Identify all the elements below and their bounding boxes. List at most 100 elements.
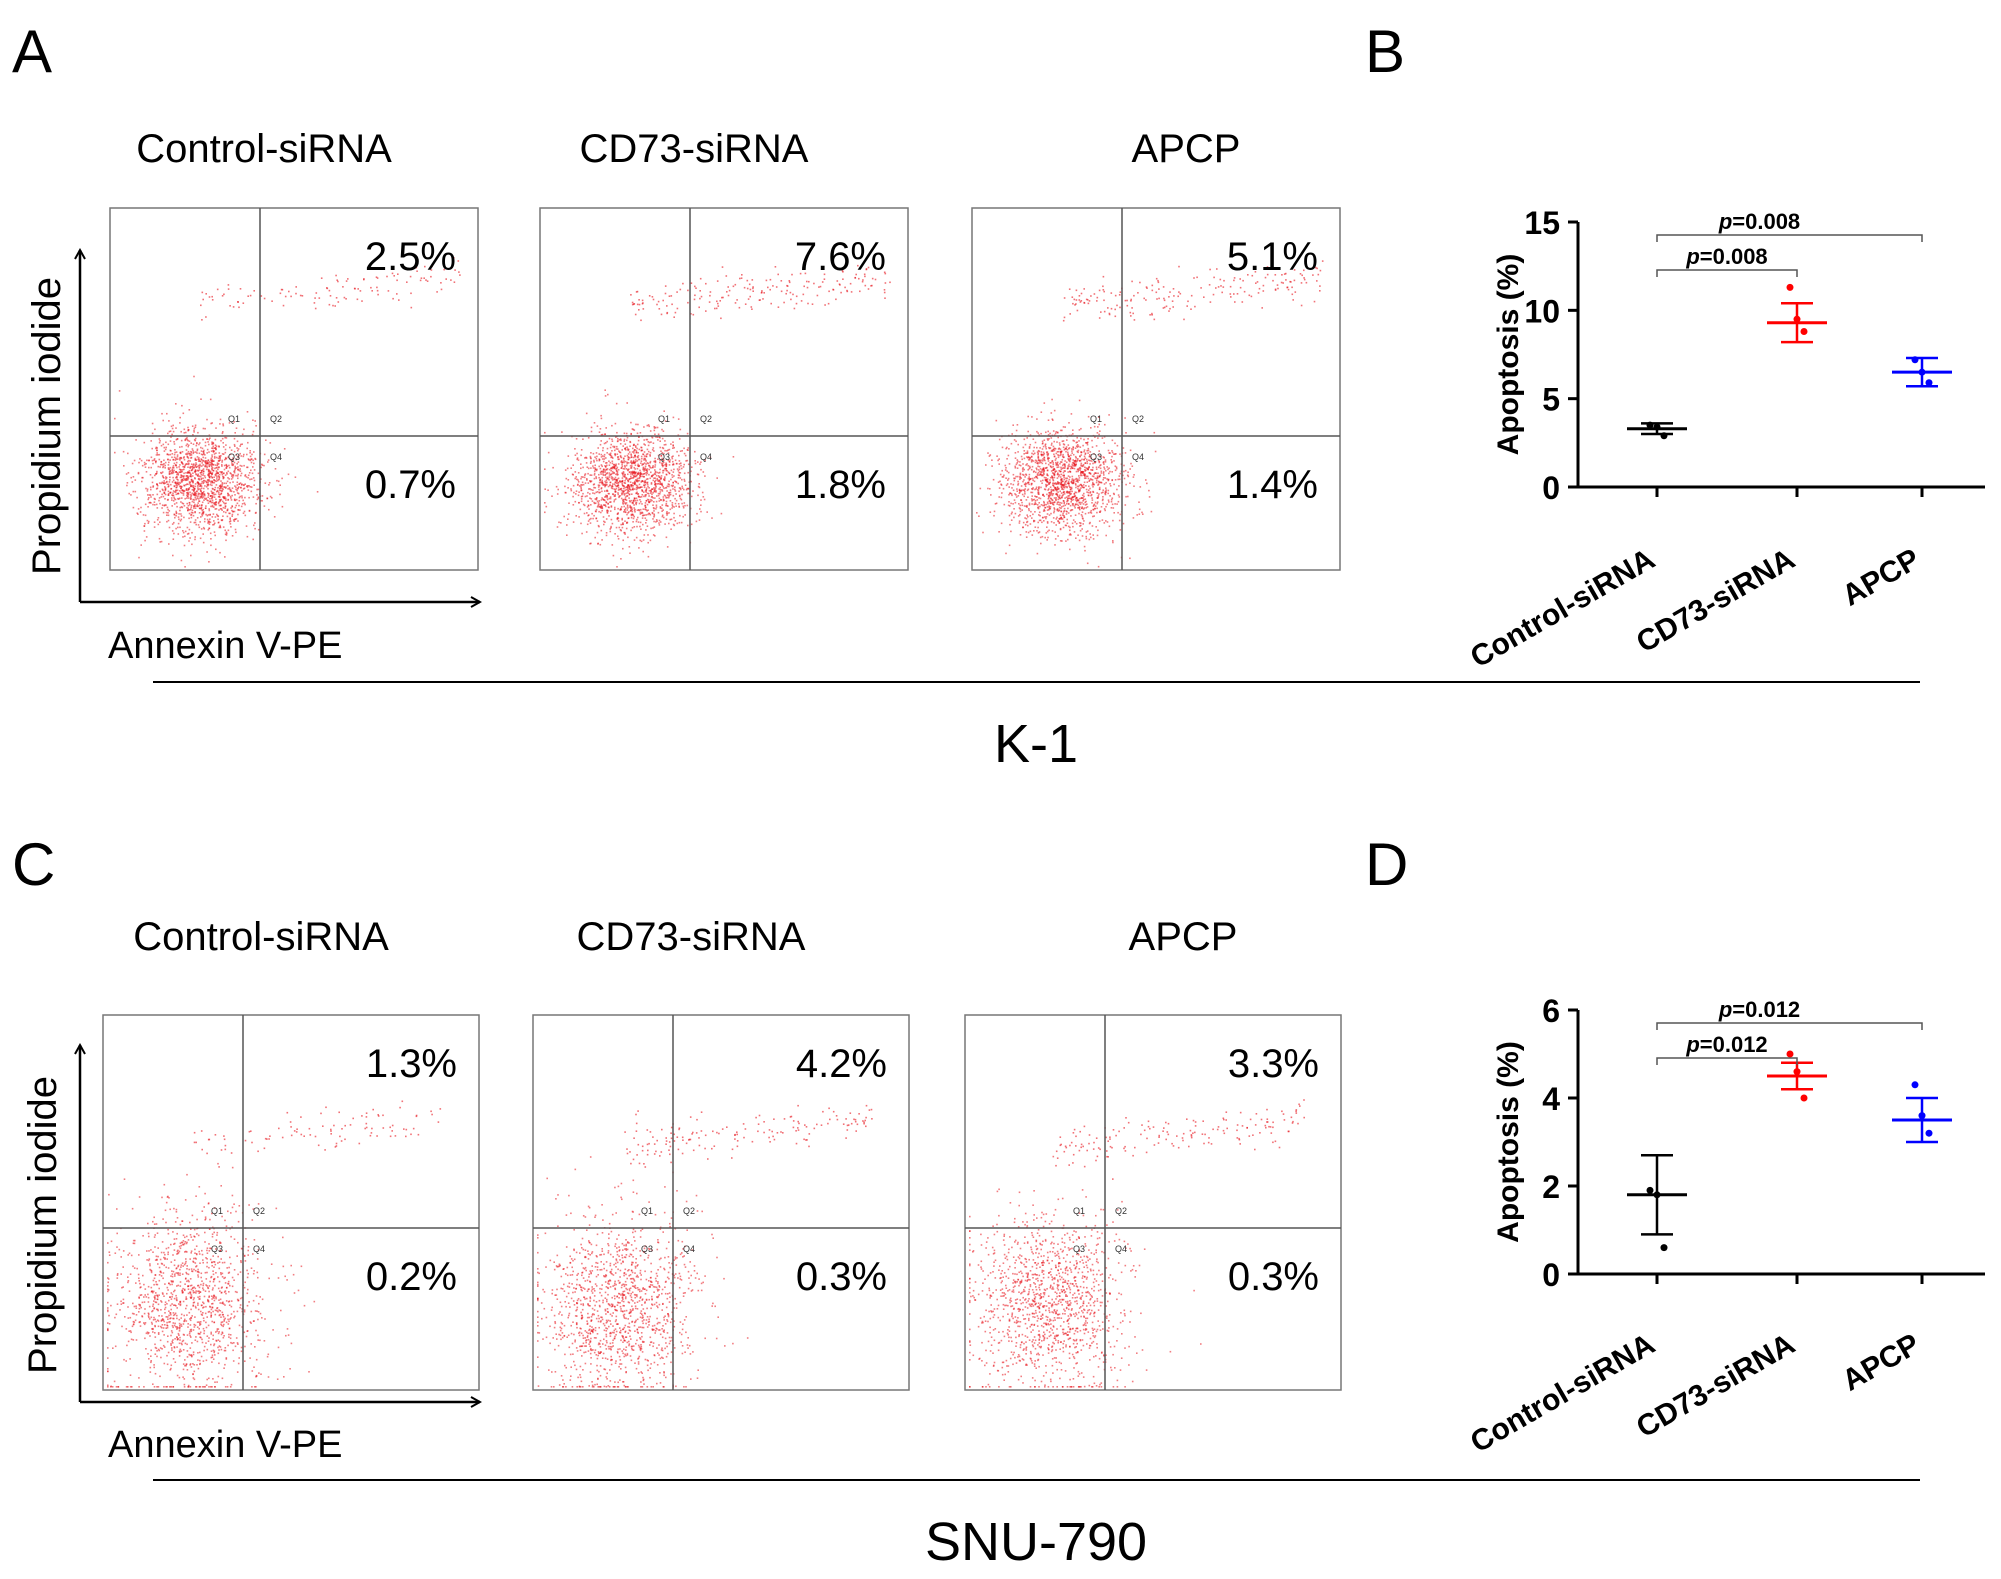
event-dot [230,459,232,461]
event-dot [1079,508,1081,511]
event-dot [217,501,220,504]
event-dot [214,502,217,504]
event-dot [190,495,192,497]
event-dot [225,464,228,467]
event-dot [593,461,595,463]
event-dot [587,472,589,475]
event-dot [156,449,158,452]
event-dot [1071,448,1073,450]
event-dot [1068,478,1071,481]
event-dot [1033,520,1035,523]
event-dot [207,494,210,496]
event-dot [1067,467,1069,470]
event-dot [281,505,284,508]
event-dot [1076,446,1079,448]
event-dot [1045,479,1048,482]
event-dot [180,485,183,488]
event-dot [125,473,128,475]
event-dot [226,509,229,512]
event-dot [1080,437,1082,440]
event-dot [1037,432,1039,434]
event-dot [209,532,212,535]
event-dot [1114,465,1117,467]
event-dot [575,490,578,492]
event-dot [232,459,235,462]
event-dot [732,456,735,458]
event-dot [180,501,182,503]
event-dot [643,426,645,428]
event-dot [1042,458,1044,460]
event-dot [599,467,602,470]
event-dot [1083,458,1085,461]
event-dot [609,452,612,455]
event-dot [168,471,171,474]
event-dot [1010,483,1012,485]
event-dot [1129,449,1132,452]
event-dot [1031,488,1033,490]
event-dot [167,519,170,522]
event-dot [1082,464,1084,467]
event-dot [1035,467,1038,469]
event-dot [209,437,211,439]
event-dot [187,532,190,535]
event-dot [1029,443,1032,446]
event-dot [218,445,220,447]
event-dot [991,465,993,467]
event-dot [698,483,700,485]
event-dot [1031,503,1033,505]
event-dot [1047,434,1050,436]
event-dot [1042,510,1045,512]
event-dot [1043,402,1046,404]
event-dot [626,513,628,516]
event-dot [200,508,203,510]
event-dot [222,488,224,490]
event-dot [238,504,240,507]
event-dot [1090,469,1092,471]
event-dot [614,494,616,496]
event-dot [651,449,654,451]
event-dot [686,459,689,462]
event-dot [624,460,627,463]
event-dot [1091,499,1094,501]
event-dot [204,457,207,459]
event-dot [153,521,156,523]
event-dot [677,434,680,436]
event-dot [217,515,220,518]
event-dot [202,472,205,475]
event-dot [725,275,728,277]
event-dot [651,436,654,439]
event-dot [162,443,165,446]
event-dot [604,465,606,467]
event-dot [1055,464,1058,466]
event-dot [646,503,649,506]
event-dot [621,483,623,485]
event-dot [624,482,627,484]
event-dot [1032,460,1035,462]
event-dot [636,487,639,489]
event-dot [208,523,211,525]
event-dot [663,494,666,496]
event-dot [238,496,241,499]
event-dot [621,493,623,496]
event-dot [652,474,655,476]
event-dot [1046,501,1049,504]
event-dot [1000,496,1003,499]
event-dot [1019,464,1022,467]
event-dot [211,468,213,470]
event-dot [578,516,580,518]
event-dot [249,486,252,488]
event-dot [635,520,638,523]
event-dot [227,456,229,458]
event-dot [1084,549,1086,552]
event-dot [189,465,192,468]
event-dot [630,489,632,491]
event-dot [1095,466,1098,469]
event-dot [255,511,257,514]
event-dot [673,316,675,318]
event-dot [652,518,654,520]
event-dot [657,433,660,436]
event-dot [639,432,642,434]
event-dot [228,478,230,480]
event-dot [1081,494,1084,497]
event-dot [636,474,638,476]
